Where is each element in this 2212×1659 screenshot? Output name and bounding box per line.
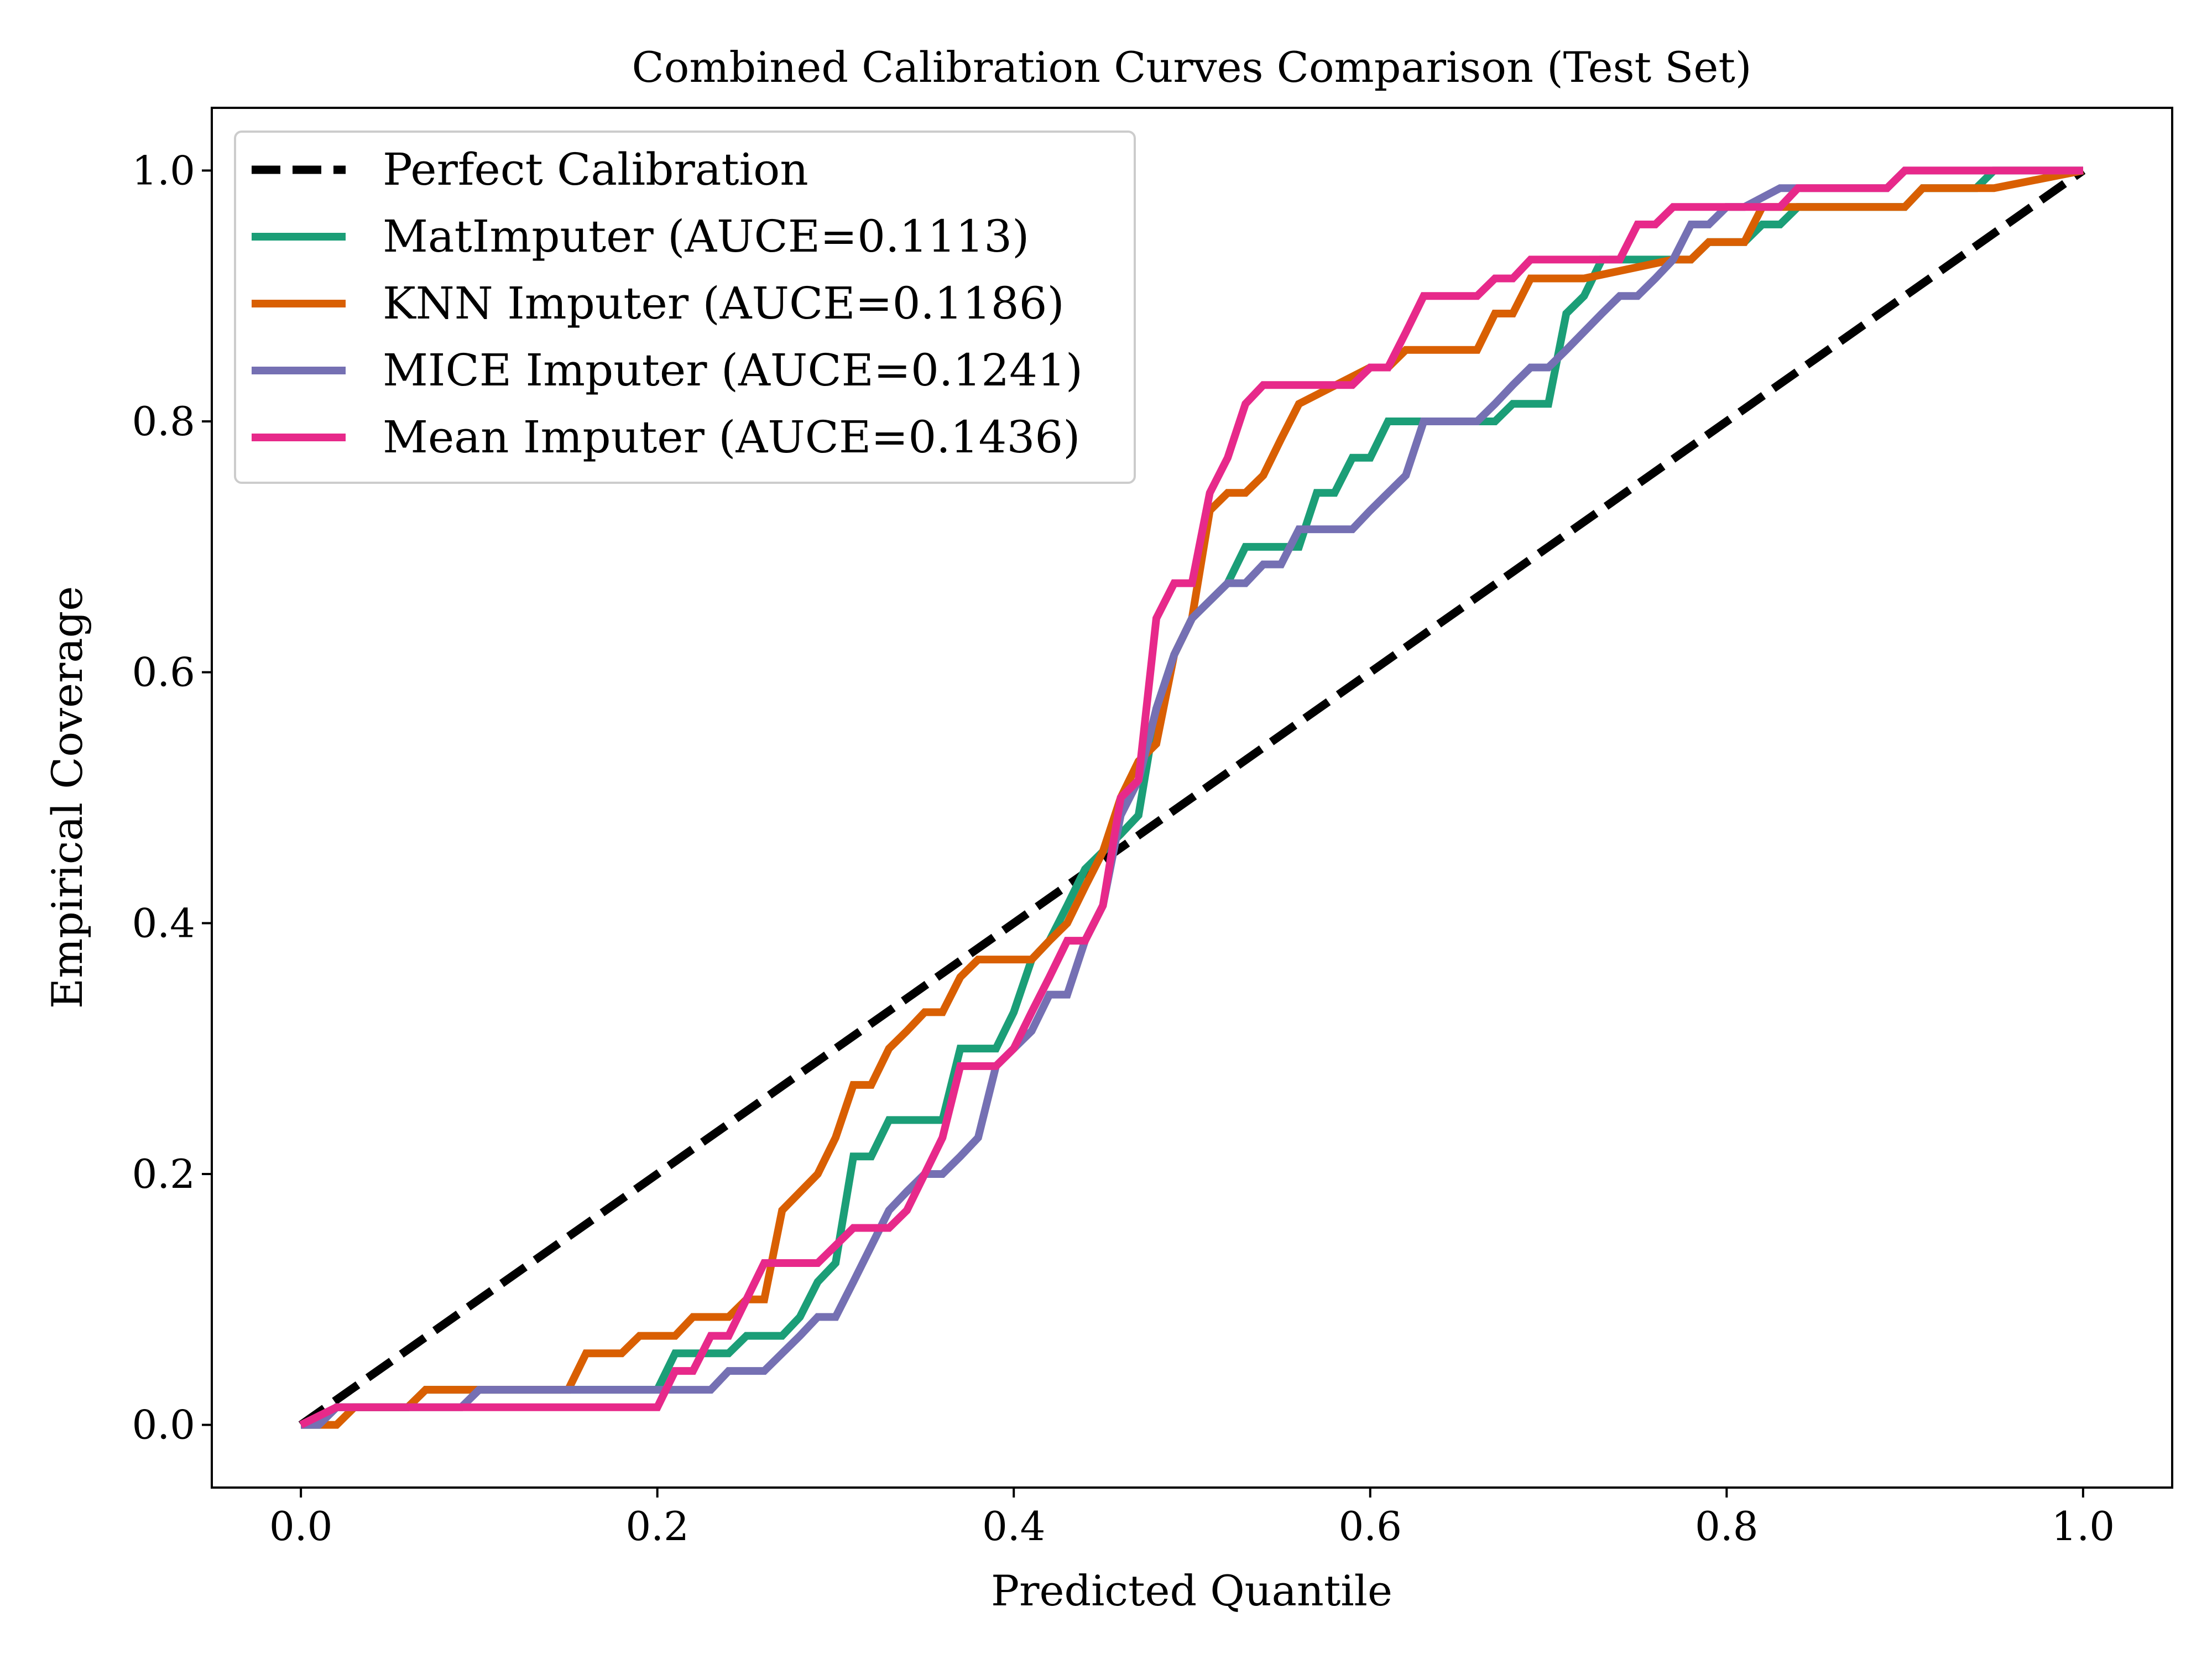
x-tick-label: 0.0 <box>269 1503 333 1550</box>
legend-label-mice-imputer: MICE Imputer (AUCE=0.1241) <box>383 345 1083 396</box>
x-axis-label: Predicted Quantile <box>991 1566 1392 1615</box>
legend-label-matimputer: MatImputer (AUCE=0.1113) <box>383 211 1029 262</box>
y-tick-label: 0.0 <box>132 1402 195 1448</box>
series-line-mice-imputer <box>301 166 2083 1429</box>
y-tick-label: 0.4 <box>132 900 195 946</box>
plot-frame <box>211 107 2173 1489</box>
series-line-knn-imputer <box>301 166 2084 1429</box>
x-tick-label: 1.0 <box>2052 1503 2115 1550</box>
chart-title: Combined Calibration Curves Comparison (… <box>632 43 1751 92</box>
y-axis: 0.0 0.2 0.4 0.6 0.8 1.0 <box>132 147 212 1448</box>
legend-box <box>234 131 1136 484</box>
plot-area <box>211 107 2173 1489</box>
y-tick-label: 0.8 <box>132 398 195 445</box>
x-tick-label: 0.4 <box>982 1503 1046 1550</box>
series-line-perfect-calibration <box>298 167 2086 1428</box>
y-tick-label: 0.2 <box>132 1151 195 1197</box>
y-tick-label: 1.0 <box>132 147 195 194</box>
x-tick-label: 0.8 <box>1695 1503 1759 1550</box>
series-layer <box>298 166 2086 1429</box>
legend-label-mean-imputer: Mean Imputer (AUCE=0.1436) <box>383 411 1080 463</box>
y-axis-label: Empirical Coverage <box>43 586 92 1009</box>
x-tick-label: 0.6 <box>1339 1503 1402 1550</box>
legend-label-perfect-calibration: Perfect Calibration <box>383 144 808 195</box>
x-axis: 0.0 0.2 0.4 0.6 0.8 1.0 <box>269 1488 2115 1550</box>
series-line-mean-imputer <box>299 166 2083 1428</box>
legend-label-knn-imputer: KNN Imputer (AUCE=0.1186) <box>383 278 1065 329</box>
legend: Perfect Calibration MatImputer (AUCE=0.11… <box>234 131 1136 484</box>
x-tick-label: 0.2 <box>625 1503 689 1550</box>
y-tick-label: 0.6 <box>132 649 195 696</box>
